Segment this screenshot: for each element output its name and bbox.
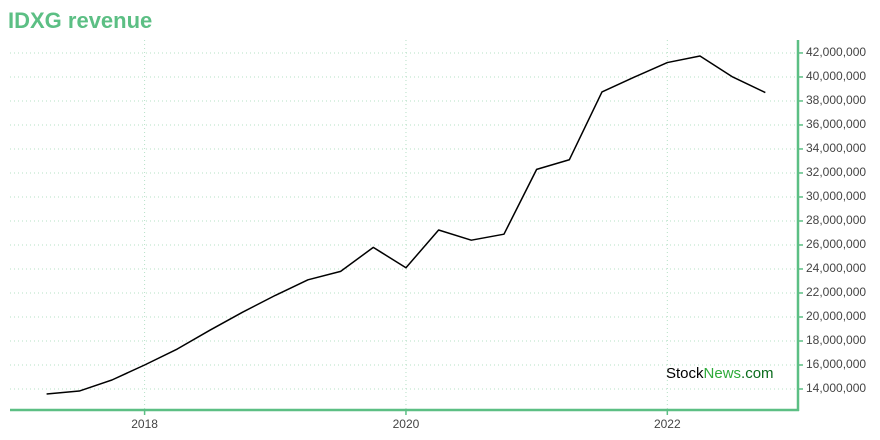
y-tick-label: 20,000,000	[806, 309, 866, 323]
x-tick-label: 2022	[654, 417, 681, 431]
y-tick-label: 40,000,000	[806, 69, 866, 83]
watermark-part: Stock	[666, 365, 704, 382]
watermark-part: .com	[741, 365, 774, 382]
y-tick-label: 14,000,000	[806, 381, 866, 395]
y-tick-label: 38,000,000	[806, 93, 866, 107]
y-tick-label: 42,000,000	[806, 45, 866, 59]
x-tick-label: 2020	[393, 417, 420, 431]
watermark-part: News	[704, 365, 742, 382]
y-tick-label: 28,000,000	[806, 213, 866, 227]
watermark: StockNews.com	[666, 365, 774, 382]
y-tick-label: 22,000,000	[806, 285, 866, 299]
y-tick-label: 26,000,000	[806, 237, 866, 251]
y-tick-label: 16,000,000	[806, 357, 866, 371]
y-tick-label: 36,000,000	[806, 117, 866, 131]
y-tick-label: 24,000,000	[806, 261, 866, 275]
y-tick-label: 30,000,000	[806, 189, 866, 203]
y-tick-label: 34,000,000	[806, 141, 866, 155]
chart-title: IDXG revenue	[8, 8, 152, 33]
y-tick-label: 18,000,000	[806, 333, 866, 347]
x-tick-label: 2018	[131, 417, 158, 431]
y-tick-label: 32,000,000	[806, 165, 866, 179]
line	[46, 55, 766, 395]
